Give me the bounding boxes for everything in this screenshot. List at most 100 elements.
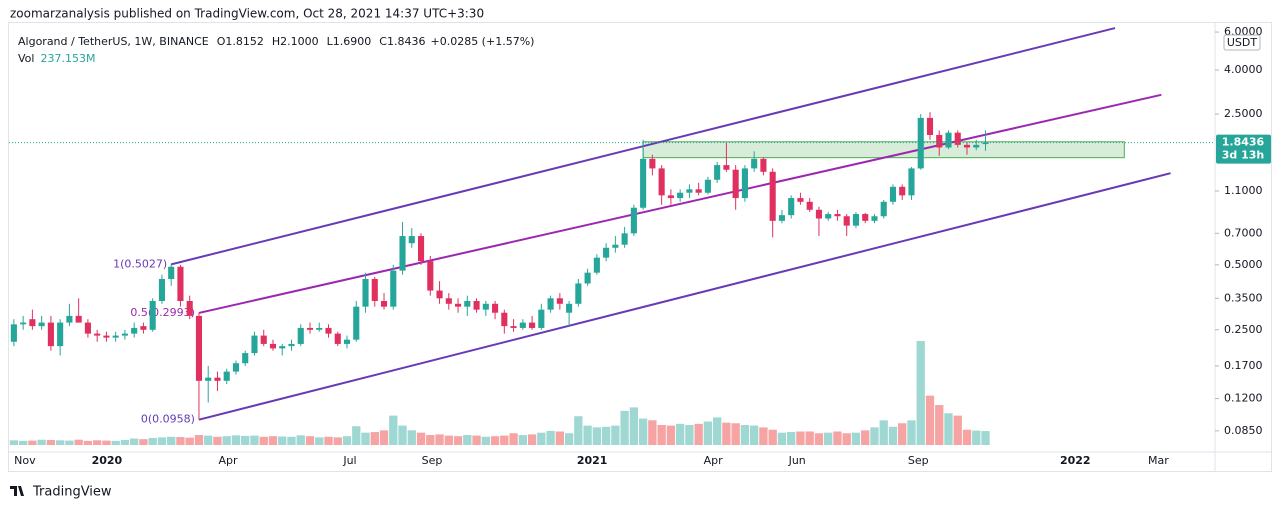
y-tick-label: 4.0000 xyxy=(1224,63,1263,76)
x-tick-label: Sep xyxy=(422,454,443,467)
candle-body xyxy=(214,377,221,381)
volume-bar xyxy=(333,437,342,445)
change: +0.0285 (+1.57%) xyxy=(430,35,534,48)
volume-bar xyxy=(638,418,648,445)
y-tick-label: 0.1200 xyxy=(1224,392,1263,405)
candle-body xyxy=(362,278,369,307)
volume-bar xyxy=(750,425,759,445)
candle-body xyxy=(973,144,980,148)
volume-bar xyxy=(629,407,639,445)
volume-bar xyxy=(814,433,824,445)
countdown: 3d 13h xyxy=(1222,149,1265,162)
y-tick-label: 0.1700 xyxy=(1224,359,1263,372)
volume-bar xyxy=(490,436,500,445)
volume-bar xyxy=(648,420,657,445)
candle-body xyxy=(158,278,165,301)
candle-body xyxy=(621,233,628,245)
candle-body xyxy=(306,327,314,330)
volume-bar xyxy=(416,432,426,445)
volume-bar xyxy=(694,423,703,445)
candle-body xyxy=(982,142,989,145)
logo-text: TradingView xyxy=(32,485,112,500)
candle-body xyxy=(704,179,711,193)
volume-bar xyxy=(583,425,592,445)
volume-bar xyxy=(685,425,694,445)
candle-body xyxy=(640,158,647,208)
volume-bar xyxy=(611,425,620,445)
candle-body xyxy=(408,236,415,244)
ohlc-key: H xyxy=(272,35,280,48)
symbol: Algorand / TetherUS, 1W, BINANCE xyxy=(18,35,209,48)
ohlc-value: 1.6900 xyxy=(333,35,372,48)
volume-bar xyxy=(666,425,676,445)
volume-bar xyxy=(305,436,315,445)
x-tick-label: 2020 xyxy=(92,454,123,467)
candle-body xyxy=(205,377,212,381)
candle-body xyxy=(954,132,961,145)
candle-body xyxy=(29,319,36,327)
volume-bar xyxy=(204,435,213,445)
volume-value: 237.153M xyxy=(40,52,95,65)
volume-bar xyxy=(453,436,463,445)
volume-bar xyxy=(703,421,713,445)
channel-label: 1(0.5027) xyxy=(113,257,167,270)
candle-body xyxy=(714,165,721,180)
candle-body xyxy=(815,209,822,219)
volume-bar xyxy=(167,436,176,445)
volume-bar xyxy=(130,438,139,445)
candle-body xyxy=(871,216,878,221)
volume-bar xyxy=(564,433,574,445)
candle-body xyxy=(778,215,785,221)
candle-body xyxy=(825,214,832,219)
volume-bar xyxy=(907,420,916,445)
volume-bar xyxy=(509,433,518,445)
x-tick-label: Nov xyxy=(14,454,36,467)
logo: TradingView xyxy=(10,485,112,500)
ohlc-value: 1.8436 xyxy=(387,35,426,48)
y-tick-label: 1.1000 xyxy=(1224,184,1263,197)
candle-body xyxy=(482,303,489,310)
candle-body xyxy=(667,195,674,199)
y-tick-label: 0.2500 xyxy=(1224,323,1263,336)
publisher: zoomarzanalysis published on TradingView… xyxy=(10,7,484,21)
candle-body xyxy=(353,306,360,340)
volume-bar xyxy=(722,422,731,445)
volume-bar xyxy=(555,431,565,445)
volume-bar xyxy=(278,436,287,445)
volume-bar xyxy=(111,440,120,445)
volume-bar xyxy=(444,435,453,445)
candle-body xyxy=(501,312,508,327)
candle-body xyxy=(279,346,286,349)
candle-body xyxy=(57,322,64,347)
volume-bar xyxy=(352,426,361,445)
volume-bar xyxy=(824,432,833,445)
candle-body xyxy=(584,272,591,284)
candle-body xyxy=(575,283,582,304)
candle-body xyxy=(325,327,332,334)
x-tick-label: Jul xyxy=(342,454,356,467)
volume-bar xyxy=(426,435,435,445)
candle-body xyxy=(566,303,573,313)
candle-body xyxy=(242,353,249,364)
candle-body xyxy=(455,303,462,307)
candle-body xyxy=(131,327,138,334)
x-tick-label: Apr xyxy=(704,454,724,467)
candle-body xyxy=(862,214,869,221)
volume-bar xyxy=(241,435,250,445)
volume-bar xyxy=(759,427,768,445)
volume-bar xyxy=(916,341,925,445)
candle-body xyxy=(269,343,277,349)
volume-bar xyxy=(46,440,56,445)
volume-bar xyxy=(796,431,805,445)
volume-bar xyxy=(777,432,787,445)
volume-bar xyxy=(888,426,898,445)
candle-body xyxy=(334,333,341,344)
candle-body xyxy=(843,216,850,226)
candle-body xyxy=(399,236,406,271)
candle-body xyxy=(519,322,526,328)
volume-bar xyxy=(861,430,870,445)
volume-bar xyxy=(712,417,722,445)
candle-body xyxy=(186,300,193,316)
x-tick-label: 2021 xyxy=(577,454,608,467)
